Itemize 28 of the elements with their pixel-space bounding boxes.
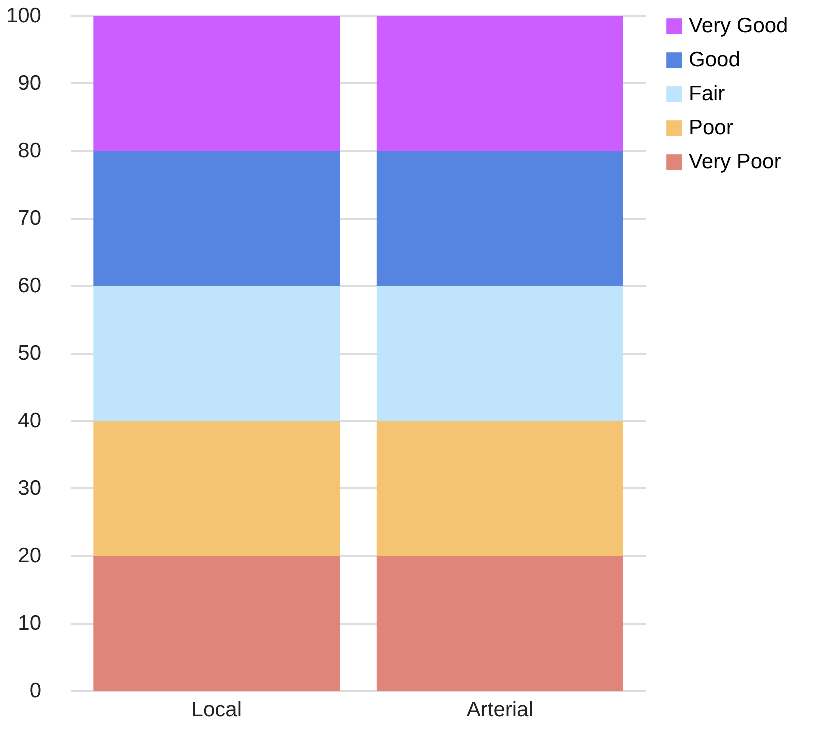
bar [94,16,340,151]
y-tick-label: 80 [18,140,42,162]
bar [94,421,340,556]
y-tick-label: 50 [18,342,42,365]
legend-label: Good [689,48,740,72]
y-tick-label: 0 [30,680,42,702]
y-tick-label: 90 [18,72,42,95]
y-tick-label: 60 [18,274,42,298]
bar [376,556,624,691]
legend-label: Fair [689,82,726,106]
bar [376,151,624,286]
y-tick-label: 100 [6,4,42,28]
bar [94,556,340,691]
bar [94,286,340,421]
x-tick-label: Local [192,698,242,722]
y-tick-label: 20 [18,544,42,568]
legend-label: Poor [689,116,734,140]
y-tick-label: 10 [18,612,42,635]
bar [376,286,624,421]
y-tick-label: 30 [18,477,42,500]
bar [94,151,340,286]
legend-label: Very Good [689,14,788,38]
y-tick-label: 40 [18,410,42,432]
y-tick-label: 70 [18,207,42,230]
legend-label: Very Poor [689,150,782,174]
bar [376,421,624,556]
bar [376,16,624,151]
x-tick-label: Arterial [466,698,534,722]
